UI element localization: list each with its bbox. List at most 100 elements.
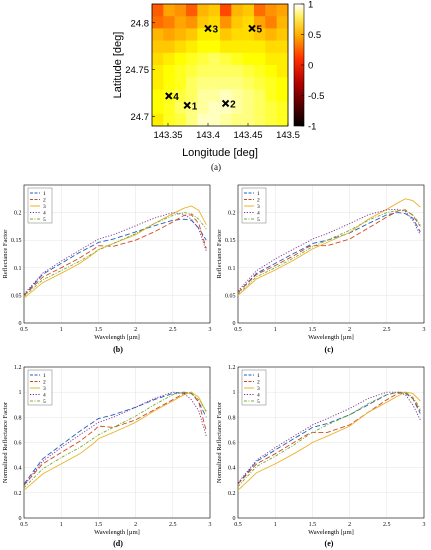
heatmap-cell <box>276 52 289 66</box>
legend-label: 4 <box>257 211 260 217</box>
heatmap-ytick-label: 24.75 <box>125 65 149 76</box>
y-tick-label: 1 <box>233 390 236 396</box>
series-line <box>237 391 421 484</box>
heatmap-cell <box>163 52 175 66</box>
heatmap-ytick-label: 24.7 <box>131 112 150 123</box>
legend-label: 3 <box>257 204 260 210</box>
legend-label: 4 <box>257 393 260 399</box>
heatmap-cell <box>231 52 243 66</box>
heatmap-point-marker <box>183 101 191 110</box>
heatmap-cell <box>174 16 187 29</box>
heatmap-xtick-label: 143.5 <box>276 130 300 141</box>
heatmap-cell <box>208 113 221 127</box>
heatmap-cell <box>197 28 209 41</box>
heatmap-cell <box>220 89 232 102</box>
series-line <box>23 212 207 295</box>
y-tick-label: 0.1 <box>228 266 236 272</box>
heatmap-cell <box>242 52 255 66</box>
heatmap-cell <box>152 101 164 115</box>
x-tick-label: 2.5 <box>169 327 177 333</box>
line-chart-c: 0.5 1 1.5 2 2.5 300.050.10.150.212345Waveleng… <box>216 184 426 354</box>
heatmap-cell <box>174 52 187 66</box>
legend-label: 3 <box>43 386 46 392</box>
heatmap-cell <box>186 89 198 102</box>
heatmap-cell <box>231 16 243 29</box>
heatmap-point-label: 1 <box>192 101 198 112</box>
x-tick-label: 0.5 <box>234 327 242 333</box>
plot-frame <box>23 366 211 519</box>
heatmap-cell <box>242 16 255 29</box>
heatmap-cell <box>276 65 289 78</box>
colorbar-ticks: 1 0.5 0 -0.5 -1 <box>301 0 324 133</box>
heatmap-cells <box>152 4 289 127</box>
heatmap-cell <box>208 52 221 66</box>
heatmap-xtick-label: 143.45 <box>233 130 262 141</box>
legend-label: 4 <box>43 393 46 399</box>
heatmap-point-label: 2 <box>230 99 236 110</box>
series-line <box>23 205 207 299</box>
y-tick-label: 0.05 <box>11 293 22 299</box>
x-tick-label: 2 <box>348 327 351 333</box>
heatmap-cell <box>163 28 175 41</box>
heatmap-point-label: 4 <box>173 92 179 103</box>
heatmap-point-marker <box>248 24 256 33</box>
plot-area <box>238 185 424 323</box>
heatmap-ticks: 143.35 143.4 143.45 143.5 24.7 24.75 24.8 <box>125 18 300 141</box>
y-tick-label: 0.4 <box>14 466 22 472</box>
heatmap-cell <box>276 101 289 115</box>
heatmap-cell <box>265 52 277 66</box>
heatmap-cell <box>197 16 209 29</box>
heatmap-cell <box>254 101 266 115</box>
heatmap-cell <box>242 40 255 54</box>
heatmap-cell <box>197 101 209 115</box>
y-tick-label: 1.2 <box>14 365 22 371</box>
series-line <box>237 391 421 485</box>
heatmap-cell <box>163 4 175 17</box>
heatmap-cell <box>174 101 187 115</box>
x-tick-label: 3 <box>423 327 426 333</box>
heatmap-cell <box>231 77 243 90</box>
heatmap-cell <box>276 28 289 41</box>
y-tick-label: 0.8 <box>14 415 22 421</box>
legend-label: 1 <box>43 373 46 379</box>
heatmap-cell <box>174 65 187 78</box>
heatmap-cell <box>265 101 277 115</box>
heatmap-cell <box>231 28 243 41</box>
panel-label: (e) <box>325 539 334 548</box>
heatmap-point-marker <box>165 92 173 100</box>
y-axis-label: Normalized Reflectance Factor <box>216 401 223 483</box>
y-tick-label: 0.2 <box>228 211 236 217</box>
legend-label: 4 <box>43 211 46 217</box>
x-tick-label: 2 <box>134 522 137 528</box>
heatmap-cell <box>186 40 198 54</box>
heatmap-cell <box>197 4 209 17</box>
x-tick-label: 2.5 <box>383 327 391 333</box>
y-tick-label: 0.15 <box>225 238 236 244</box>
y-tick-label: 0.2 <box>14 211 22 217</box>
heatmap-cell <box>208 77 221 90</box>
heatmap-cell <box>163 40 175 54</box>
legend-label: 2 <box>257 198 260 204</box>
y-tick-label: 1.2 <box>228 365 236 371</box>
colorbar-tick-label: 0 <box>308 61 313 72</box>
y-tick-label: 0.15 <box>11 238 22 244</box>
y-tick-label: 0.6 <box>14 441 22 447</box>
y-tick-label: 0.8 <box>228 415 236 421</box>
heatmap-point-marker <box>204 24 212 33</box>
x-tick-label: 0.5 <box>234 522 242 528</box>
plot-frame <box>237 184 425 324</box>
heatmap-cell <box>220 28 232 41</box>
heatmap-panel: 143.35 143.4 143.45 143.5 24.7 24.75 24.8 1 2 3 4… <box>112 0 324 172</box>
legend-label: 3 <box>257 386 260 392</box>
heatmap-cell <box>265 4 277 17</box>
colorbar-tick-label: 0.5 <box>308 30 321 41</box>
heatmap-cell <box>231 101 243 115</box>
y-tick-label: 0.1 <box>14 266 22 272</box>
heatmap-cell <box>174 89 187 102</box>
heatmap-cell <box>231 89 243 102</box>
heatmap-cell <box>254 89 266 102</box>
heatmap-xlabel: Longitude [deg] <box>182 147 258 159</box>
heatmap-cell <box>231 4 243 17</box>
heatmap-cell <box>265 28 277 41</box>
